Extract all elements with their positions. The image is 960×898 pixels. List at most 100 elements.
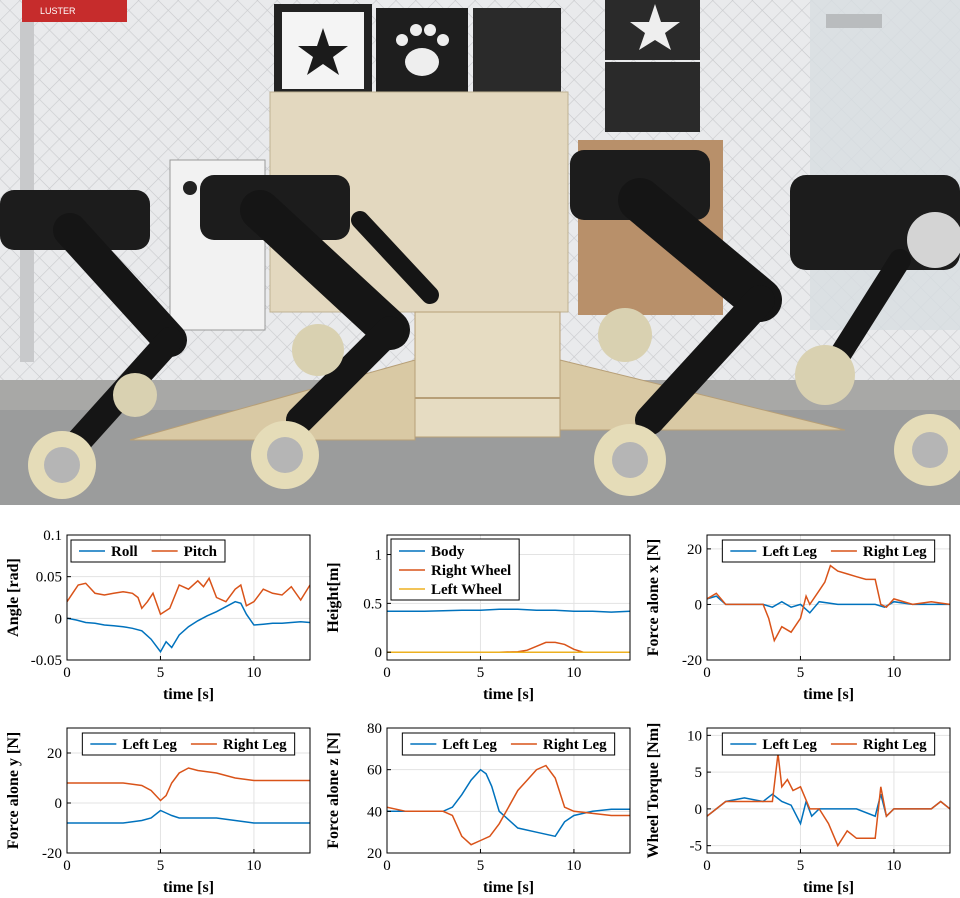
legend-label-left-wheel: Left Wheel — [431, 582, 502, 598]
y-tick-label: 0 — [55, 796, 63, 812]
y-tick-label: 0 — [55, 611, 63, 627]
y-tick-label: -20 — [42, 846, 62, 862]
robot-right — [790, 175, 960, 486]
legend-label-right-leg: Right Leg — [863, 544, 927, 560]
y-tick-label: 0.5 — [363, 596, 382, 612]
legend-label-left-leg: Left Leg — [762, 737, 817, 753]
y-tick-label: 20 — [47, 746, 62, 762]
x-tick-label: 10 — [566, 665, 581, 681]
y-tick-label: 20 — [687, 542, 702, 558]
x-tick-label: 0 — [703, 665, 711, 681]
series-line-right-leg — [67, 767, 310, 802]
legend-box — [81, 732, 296, 756]
legend-label-right-leg: Right Leg — [543, 737, 607, 753]
paw-icon — [405, 48, 439, 76]
y-tick-label: 0 — [695, 802, 703, 818]
x-axis-label: time [s] — [803, 879, 854, 896]
robot-center-right — [570, 150, 782, 496]
x-tick-label: 10 — [886, 858, 901, 874]
x-tick-label: 0 — [383, 665, 391, 681]
center-platform — [414, 311, 561, 438]
x-tick-label: 5 — [477, 858, 485, 874]
x-tick-label: 0 — [703, 858, 711, 874]
series-line-right-leg — [387, 764, 630, 846]
y-tick-label: 0 — [375, 645, 383, 661]
axes-frame — [66, 534, 311, 661]
x-tick-label: 0 — [63, 665, 71, 681]
y-axis-label: Angle [rad] — [5, 558, 22, 637]
y-tick-label: 0 — [695, 597, 703, 613]
legend-label-body: Body — [431, 544, 465, 560]
legend: Left Leg Right Leg — [721, 539, 936, 563]
y-tick-label: -5 — [690, 839, 703, 855]
y-axis-label: Wheel Torque [Nm] — [645, 723, 662, 859]
plot-force-z: 0 5 10 20 40 60 80 time [s] Force alone z [N] Lef… — [325, 721, 631, 896]
x-tick-label: 5 — [157, 665, 165, 681]
y-tick-label: 80 — [367, 721, 382, 737]
x-tick-label: 5 — [157, 858, 165, 874]
series-line-body — [387, 608, 630, 613]
cloud-tile — [473, 8, 561, 93]
series-line-right-leg — [707, 753, 950, 848]
x-tick-label: 5 — [797, 665, 805, 681]
x-tick-label: 10 — [246, 665, 261, 681]
series-line-pitch — [67, 576, 310, 616]
axes-frame — [706, 534, 951, 661]
legend-label-left-leg: Left Leg — [442, 737, 497, 753]
axes-frame — [706, 727, 951, 854]
y-axis-label: Force alone x [N] — [645, 539, 662, 656]
axes-frame — [386, 534, 631, 661]
x-tick-label: 10 — [246, 858, 261, 874]
x-axis-label: time [s] — [803, 686, 854, 703]
x-tick-label: 10 — [566, 858, 581, 874]
legend-label-left-leg: Left Leg — [122, 737, 177, 753]
legend-box — [70, 539, 226, 563]
dark-tile — [605, 62, 700, 132]
x-axis-label: time [s] — [163, 879, 214, 896]
y-tick-label: -20 — [682, 653, 702, 669]
y-tick-label: 20 — [367, 846, 382, 862]
star-icon — [298, 28, 348, 75]
legend-box — [401, 732, 616, 756]
legend-label-left-leg: Left Leg — [762, 544, 817, 560]
axes-frame — [66, 727, 311, 854]
x-axis-label: time [s] — [483, 879, 534, 896]
star-icon-white — [630, 4, 680, 50]
x-tick-label: 5 — [477, 665, 485, 681]
y-tick-label: 60 — [367, 763, 382, 779]
robot-left — [0, 190, 187, 499]
legend-box — [721, 732, 936, 756]
y-tick-label: 0.1 — [43, 528, 62, 544]
x-tick-label: 0 — [63, 858, 71, 874]
robot-photo: LUSTER — [0, 0, 960, 505]
legend: Roll Pitch — [70, 539, 226, 563]
legend: Left Leg Right Leg — [81, 732, 296, 756]
x-axis-label: time [s] — [483, 686, 534, 703]
legend-label-right-leg: Right Leg — [863, 737, 927, 753]
x-tick-label: 0 — [383, 858, 391, 874]
legend: Body Right Wheel Left Wheel — [390, 538, 520, 601]
legend-label-right-wheel: Right Wheel — [431, 563, 511, 579]
legend-box — [721, 539, 936, 563]
series-line-roll — [67, 600, 310, 654]
y-tick-label: 10 — [687, 728, 702, 744]
y-tick-label: 40 — [367, 804, 382, 820]
legend-label-pitch: Pitch — [184, 544, 218, 560]
y-axis-label: Force alone z [N] — [325, 732, 342, 849]
x-axis-label: time [s] — [163, 686, 214, 703]
legend-label-right-leg: Right Leg — [223, 737, 287, 753]
box-label: LUSTER — [40, 6, 76, 16]
door-handle — [826, 14, 882, 28]
robot-center-left — [200, 175, 439, 489]
legend: Left Leg Right Leg — [401, 732, 616, 756]
y-tick-label: 0.05 — [36, 570, 62, 586]
y-axis-label: Force alone y [N] — [5, 732, 22, 849]
legend-label-roll: Roll — [111, 544, 138, 560]
series-line-right-leg — [707, 564, 950, 643]
x-tick-label: 5 — [797, 858, 805, 874]
y-tick-label: -0.05 — [31, 653, 62, 669]
y-axis-label: Height[m] — [325, 562, 342, 632]
